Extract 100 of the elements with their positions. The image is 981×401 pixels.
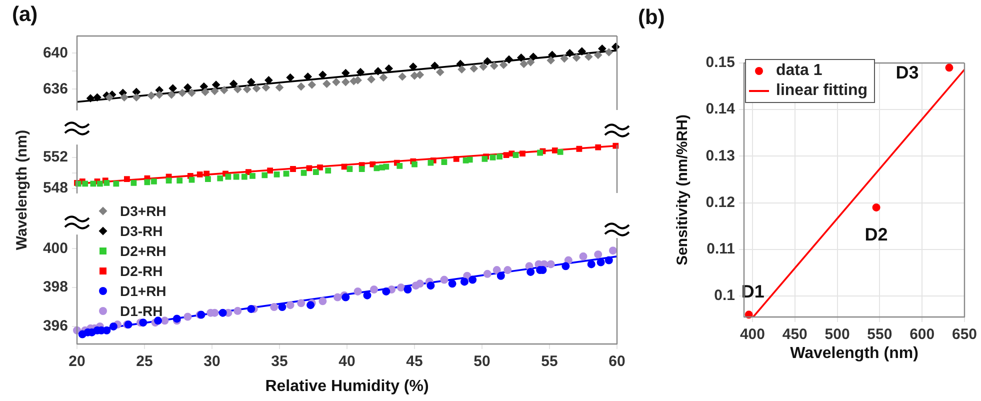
point (130, 180, 137, 186)
point (460, 278, 468, 286)
point (139, 318, 148, 327)
y-tick-label: 0.12 (706, 194, 735, 211)
point (93, 93, 102, 102)
point (168, 84, 177, 92)
point (354, 287, 362, 296)
point (212, 80, 220, 89)
point (872, 203, 880, 212)
point (370, 161, 376, 168)
point (456, 60, 464, 68)
x-tick-label: 35 (271, 353, 288, 370)
y-tick-label: 0.11 (706, 240, 735, 258)
point (184, 83, 192, 92)
point (500, 60, 508, 69)
point (86, 94, 94, 102)
point (428, 160, 434, 166)
point (426, 282, 435, 290)
point (529, 52, 538, 61)
point (270, 303, 278, 312)
point (124, 176, 130, 182)
point (252, 84, 261, 92)
point (205, 176, 211, 182)
point (448, 280, 456, 288)
point (363, 291, 372, 300)
point (594, 250, 602, 258)
point (398, 72, 406, 81)
point (453, 156, 460, 162)
point (230, 80, 238, 88)
x-tick-label: 30 (204, 353, 220, 370)
point (154, 316, 162, 325)
chart-title: (b) (638, 6, 665, 30)
point (440, 276, 448, 284)
point (496, 154, 502, 160)
point (274, 171, 280, 178)
point (342, 69, 350, 77)
point (584, 52, 593, 61)
point (286, 74, 294, 82)
point (176, 178, 183, 184)
y-tick-label: 400 (42, 240, 68, 257)
point (342, 78, 350, 86)
point (325, 168, 332, 174)
y-tick-label: 396 (42, 318, 68, 335)
point (608, 246, 617, 255)
point (505, 55, 513, 64)
point (220, 86, 228, 94)
point (370, 286, 378, 294)
point (113, 180, 120, 187)
point (470, 64, 478, 72)
x-tick-label: 45 (406, 353, 423, 370)
point (526, 268, 535, 276)
point (250, 173, 256, 179)
point (520, 60, 528, 68)
point (490, 62, 498, 70)
legend-label: D3+RH (120, 203, 166, 219)
y-tick-label: 636 (42, 80, 68, 98)
y-tick-label: 0.13 (706, 147, 735, 164)
point (188, 176, 195, 183)
point (503, 152, 510, 158)
point (247, 78, 256, 86)
point (318, 70, 327, 79)
point (283, 170, 290, 177)
point (458, 65, 466, 74)
point (441, 159, 448, 165)
point (97, 180, 103, 187)
point (512, 152, 519, 158)
point (404, 286, 412, 294)
point (318, 297, 327, 306)
annotation: D3 (896, 62, 919, 83)
x-tick-label: 50 (474, 353, 490, 370)
point (151, 178, 157, 184)
point (546, 56, 555, 64)
point (168, 90, 176, 99)
y-tick-label: 0.14 (706, 100, 736, 118)
point (105, 93, 114, 102)
point (579, 252, 588, 260)
point (184, 312, 192, 321)
y-tick-label: 398 (42, 278, 68, 296)
point (526, 58, 535, 66)
point (468, 276, 477, 284)
point (196, 171, 203, 178)
point (334, 293, 342, 302)
y-tick-label: 640 (42, 44, 68, 62)
legend-label: D2+RH (120, 243, 166, 259)
x-tick-label: 650 (952, 326, 977, 344)
point (436, 68, 444, 76)
point (358, 166, 365, 172)
legend-label: D1+RH (120, 283, 166, 299)
point (217, 175, 224, 182)
x-tick-label: 55 (541, 353, 558, 370)
x-tick-label: 60 (608, 353, 626, 370)
point (430, 62, 439, 70)
point (412, 161, 418, 168)
point (313, 169, 319, 176)
point (397, 284, 405, 292)
point (384, 64, 393, 72)
point (945, 64, 954, 72)
point (396, 162, 403, 169)
point (578, 47, 586, 56)
legend-label: data 1 (776, 62, 822, 80)
